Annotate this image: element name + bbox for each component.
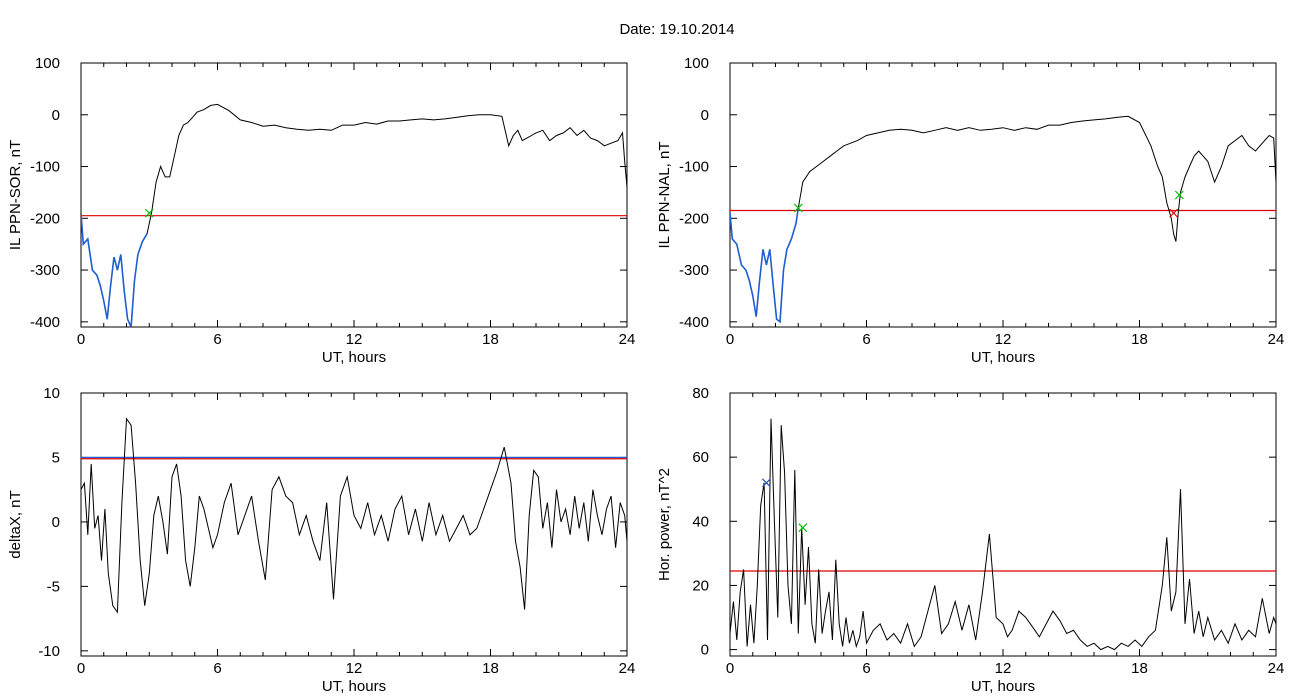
series-line [730,418,1276,651]
x-axis-label: UT, hours [971,678,1035,695]
y-tick-label: 5 [52,449,60,466]
y-axis-label: IL PPN-SOR, nT [7,140,24,250]
x-tick-label: 6 [862,331,870,348]
y-tick-label: 100 [684,55,709,72]
y-tick-label: -400 [679,314,709,331]
x-tick-label: 18 [482,660,499,677]
plot-area [81,103,627,327]
x-tick-label: 12 [995,660,1012,677]
x-tick-label: 18 [1131,331,1148,348]
y-tick-label: -100 [30,159,60,176]
y-tick-label: 0 [52,514,60,531]
x-tick-label: 6 [213,331,221,348]
plot-frame [729,62,1277,328]
series-line [81,417,627,614]
y-tick-label: -200 [30,210,60,227]
y-tick-label: 100 [35,55,60,72]
panel-deltax: 0 6 12 18 24 10 5 0 -5 -10 UT, hours deltaX, nT [7,385,635,695]
x-tick-label: 0 [726,331,734,348]
quiet-segment-line [730,207,800,324]
x-tick-label: 0 [726,660,734,677]
x-tick-label: 0 [77,331,85,348]
plot-area [730,115,1276,324]
x-tick-label: 18 [1131,660,1148,677]
y-tick-label: -200 [679,210,709,227]
y-tick-label: 40 [692,513,709,530]
x-tick-label: 24 [1268,331,1285,348]
y-axis-label: IL PPN-NAL, nT [656,142,673,249]
event-marker [1169,208,1179,218]
y-axis-label: deltaX, nT [7,490,24,558]
x-tick-label: 12 [995,331,1012,348]
plot-area [81,417,627,614]
x-tick-label: 6 [862,660,870,677]
x-tick-label: 18 [482,331,499,348]
plot-frame [80,62,628,328]
event-marker [144,208,154,218]
x-tick-label: 24 [619,331,636,348]
y-tick-label: 60 [692,449,709,466]
x-tick-label: 6 [213,660,221,677]
y-axis-label: Hor. power, nT^2 [656,468,673,581]
figure-title: Date: 19.10.2014 [619,21,734,38]
y-tick-label: -5 [47,578,60,595]
event-marker [1174,190,1184,200]
x-axis-label: UT, hours [322,349,386,366]
event-marker [793,203,803,213]
y-tick-label: -400 [30,314,60,331]
panel-il-ppn-nal: 0 6 12 18 24 100 0 -100 -200 -300 -400 UT, hours IL … [656,55,1284,366]
event-marker [798,523,808,533]
x-tick-label: 0 [77,660,85,677]
y-tick-label: -300 [30,262,60,279]
x-axis-label: UT, hours [322,678,386,695]
x-axis-label: UT, hours [971,349,1035,366]
plot-area [730,418,1276,651]
y-tick-label: 10 [43,385,60,402]
x-tick-label: 12 [346,660,363,677]
event-marker [761,478,771,488]
y-tick-label: -10 [38,643,60,660]
panel-hor-power: 0 6 12 18 24 80 60 40 20 0 UT, hours Hor. power, nT… [656,385,1284,695]
quiet-segment-line [81,213,148,327]
y-tick-label: -100 [679,159,709,176]
y-tick-label: -300 [679,262,709,279]
x-tick-label: 12 [346,331,363,348]
y-tick-label: 0 [701,107,709,124]
y-tick-label: 80 [692,385,709,402]
y-tick-label: 0 [701,642,709,659]
x-tick-label: 24 [619,660,636,677]
y-tick-label: 20 [692,577,709,594]
panel-il-ppn-sor: 0 6 12 18 24 100 0 -100 -200 -300 -400 UT, hours IL … [7,55,635,366]
series-line [730,115,1276,323]
x-tick-label: 24 [1268,660,1285,677]
y-tick-label: 0 [52,107,60,124]
